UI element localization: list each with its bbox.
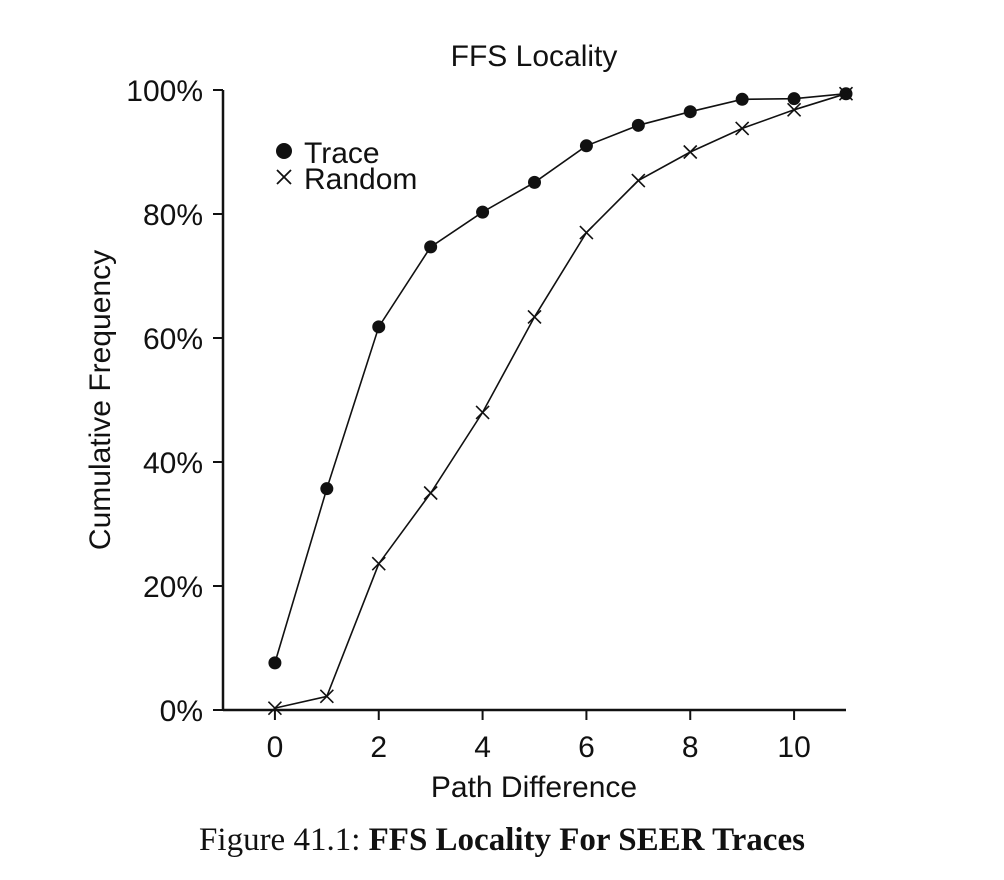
x-tick-label: 8 — [682, 731, 699, 764]
series-random — [267, 86, 854, 716]
series-trace-point — [372, 320, 386, 334]
axes — [221, 90, 846, 712]
series-random-point — [631, 173, 646, 188]
figure-caption: Figure 41.1: FFS Locality For SEER Trace… — [0, 822, 1004, 859]
legend-trace-label: Trace — [304, 137, 380, 170]
series-layer — [267, 86, 854, 716]
series-trace-point — [528, 175, 541, 189]
series-random-point — [371, 556, 386, 571]
chart-title: FFS Locality — [451, 40, 618, 73]
y-axis-label: Cumulative Frequency — [84, 250, 117, 550]
series-random-point — [475, 405, 490, 420]
series-random-point — [735, 121, 750, 136]
y-tick-label: 60% — [143, 323, 203, 356]
series-trace-point — [320, 482, 334, 496]
y-tick-label: 80% — [143, 199, 203, 232]
series-random-point — [787, 102, 802, 117]
x-axis-label: Path Difference — [431, 771, 637, 804]
series-trace-point — [735, 92, 749, 106]
x-ticks: 0 2 4 6 8 10 — [267, 710, 811, 764]
series-trace-line — [274, 92, 847, 664]
line-chart: FFS Locality 0 2 4 6 8 10 0%20%40%60%80%100% … — [84, 40, 854, 804]
y-ticks: 0% 20% 40% 60% 80% 100% — [126, 75, 223, 728]
series-random-point — [267, 701, 282, 716]
legend-random-label: Random — [304, 163, 417, 196]
series-trace-point — [268, 656, 282, 670]
caption-title: FFS Locality For SEER Traces — [368, 822, 805, 858]
series-random-line — [274, 92, 847, 709]
series-random-point — [527, 309, 542, 324]
series-trace-point — [579, 139, 593, 153]
legend-trace-marker — [276, 143, 292, 159]
x-tick-label: 2 — [370, 731, 387, 764]
series-random-point — [423, 485, 438, 501]
legend: Trace Random — [276, 137, 417, 196]
legend-random-marker — [276, 169, 292, 185]
series-random-point — [683, 144, 698, 160]
series-trace-point — [683, 105, 697, 119]
series-random-point — [579, 225, 594, 240]
caption-label: Figure 41.1: — [199, 822, 361, 858]
series-trace-point — [631, 118, 645, 132]
y-tick-label: 100% — [126, 75, 203, 108]
x-tick-label: 10 — [777, 731, 810, 764]
y-tick-label: 20% — [143, 571, 203, 604]
series-trace — [268, 87, 853, 670]
series-trace-point — [787, 92, 801, 106]
y-tick-label: 40% — [143, 447, 203, 480]
x-tick-label: 4 — [474, 731, 491, 764]
x-tick-label: 0 — [267, 731, 284, 764]
y-tick-label: 0% — [160, 695, 203, 728]
x-tick-label: 6 — [578, 731, 595, 764]
series-trace-point — [476, 205, 490, 219]
series-trace-point — [424, 240, 438, 254]
series-random-point — [838, 86, 854, 101]
series-random-point — [319, 689, 334, 704]
